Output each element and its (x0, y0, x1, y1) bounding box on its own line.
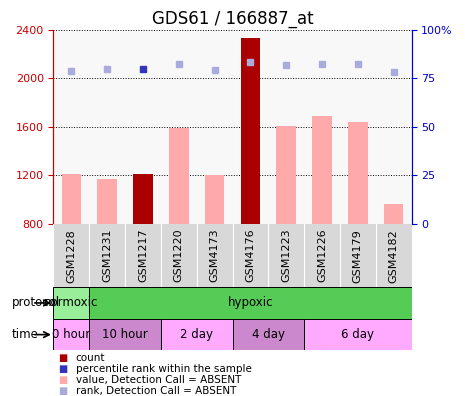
Bar (240, 38, 260, 224)
Bar (276, 126, 296, 224)
Bar (348, 122, 368, 224)
Text: ■: ■ (58, 375, 67, 385)
Bar (97, 179, 117, 224)
Text: ■: ■ (58, 364, 67, 374)
Text: 6 day: 6 day (341, 328, 374, 341)
Text: GDS61 / 166887_at: GDS61 / 166887_at (152, 10, 313, 28)
Text: 10 hour: 10 hour (102, 328, 148, 341)
Text: GSM4176: GSM4176 (246, 229, 255, 282)
Text: 4 day: 4 day (252, 328, 285, 341)
Text: ■: ■ (58, 386, 67, 396)
Bar (304, 319, 412, 350)
Bar (89, 319, 161, 350)
Bar (232, 319, 304, 350)
Bar (133, 174, 153, 224)
Text: ■: ■ (58, 352, 67, 363)
Text: value, Detection Call = ABSENT: value, Detection Call = ABSENT (76, 375, 241, 385)
Bar (53, 319, 89, 350)
Text: GSM1217: GSM1217 (138, 229, 148, 282)
Text: percentile rank within the sample: percentile rank within the sample (76, 364, 252, 374)
Bar (384, 204, 404, 224)
Text: normoxic: normoxic (44, 297, 99, 309)
Bar (61, 174, 81, 224)
Text: GSM4179: GSM4179 (353, 229, 363, 283)
Text: time: time (12, 328, 39, 341)
Text: GSM1231: GSM1231 (102, 229, 112, 282)
Text: hypoxic: hypoxic (228, 297, 273, 309)
Text: GSM4182: GSM4182 (389, 229, 399, 283)
Text: protocol: protocol (12, 297, 60, 309)
Bar (169, 128, 189, 224)
Text: rank, Detection Call = ABSENT: rank, Detection Call = ABSENT (76, 386, 236, 396)
Bar (205, 175, 225, 224)
Text: GSM1220: GSM1220 (174, 229, 184, 282)
Text: 2 day: 2 day (180, 328, 213, 341)
Bar (312, 116, 332, 224)
Bar (161, 319, 232, 350)
Bar (53, 287, 89, 319)
Text: GSM1223: GSM1223 (281, 229, 291, 282)
Text: GSM4173: GSM4173 (210, 229, 219, 282)
Text: count: count (76, 352, 105, 363)
Text: GSM1228: GSM1228 (66, 229, 76, 283)
Text: 0 hour: 0 hour (52, 328, 91, 341)
Text: GSM1226: GSM1226 (317, 229, 327, 282)
